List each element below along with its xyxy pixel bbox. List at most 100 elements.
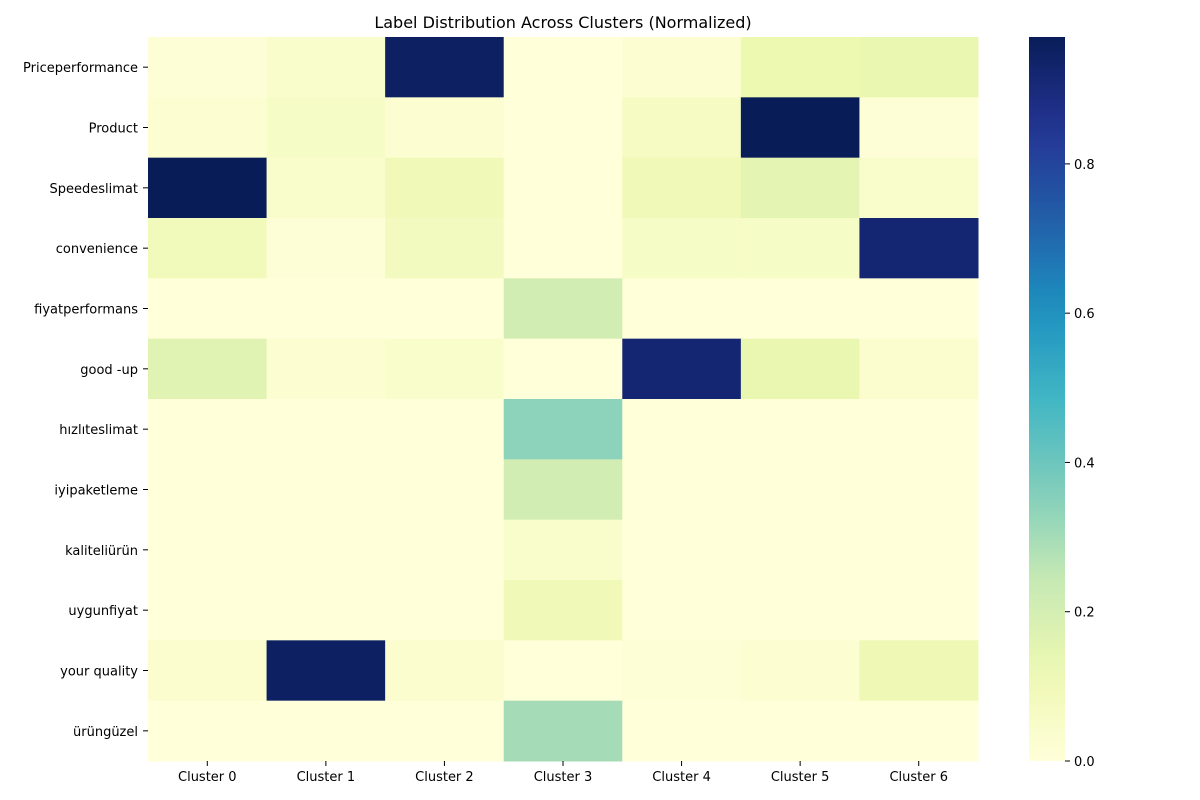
heatmap-cell bbox=[859, 37, 979, 98]
colorbar-tick-label: 0.0 bbox=[1074, 755, 1095, 770]
heatmap-cell bbox=[385, 278, 505, 340]
heatmap-cell bbox=[740, 640, 860, 702]
row-labels: Priceperformance Product Speedeslimat conve… bbox=[23, 61, 148, 740]
heatmap-cell bbox=[859, 338, 979, 400]
heatmap-cell bbox=[385, 700, 505, 762]
heatmap-cell bbox=[385, 399, 505, 460]
heatmap-cell bbox=[266, 97, 386, 159]
column-label: Cluster 1 bbox=[297, 770, 356, 785]
heatmap-cell bbox=[503, 700, 623, 762]
heatmap-cell bbox=[385, 157, 505, 219]
column-label: Cluster 2 bbox=[415, 770, 474, 785]
heatmap-cell bbox=[148, 338, 268, 400]
heatmap-cell bbox=[859, 580, 979, 641]
heatmap-cell bbox=[622, 640, 742, 702]
heatmap-cell bbox=[740, 37, 860, 98]
colorbar-gradient bbox=[1029, 37, 1065, 761]
chart-title: Label Distribution Across Clusters (Norm… bbox=[374, 13, 751, 32]
heatmap-cell bbox=[266, 399, 386, 460]
heatmap-cell bbox=[859, 278, 979, 340]
row-label: uygunfiyat bbox=[68, 604, 138, 619]
heatmap-cell bbox=[740, 459, 860, 521]
row-label: hızlıteslimat bbox=[59, 423, 138, 438]
colorbar: 0.0 0.2 0.4 0.6 0.8 bbox=[1029, 37, 1095, 770]
heatmap-cell bbox=[148, 700, 268, 762]
heatmap-cell bbox=[148, 278, 268, 340]
heatmap-cell bbox=[266, 459, 386, 521]
heatmap-cell bbox=[385, 519, 505, 581]
heatmap-cell bbox=[266, 278, 386, 340]
heatmap-cell bbox=[503, 519, 623, 581]
heatmap-cell bbox=[266, 580, 386, 641]
heatmap-cell bbox=[385, 218, 505, 279]
heatmap-cell bbox=[622, 278, 742, 340]
heatmap-cell bbox=[859, 157, 979, 219]
heatmap-cell bbox=[385, 459, 505, 521]
heatmap-cell bbox=[622, 399, 742, 460]
row-label: Speedeslimat bbox=[50, 182, 138, 197]
heatmap-cell bbox=[740, 338, 860, 400]
heatmap-cell bbox=[503, 97, 623, 159]
heatmap-cell bbox=[148, 157, 268, 219]
heatmap-cell bbox=[266, 640, 386, 702]
heatmap-cell bbox=[622, 37, 742, 98]
heatmap-cell bbox=[740, 519, 860, 581]
heatmap-cell bbox=[740, 700, 860, 762]
row-label: kaliteliürün bbox=[65, 544, 138, 559]
column-label: Cluster 6 bbox=[889, 770, 948, 785]
heatmap-cell bbox=[859, 700, 979, 762]
heatmap-cell bbox=[266, 700, 386, 762]
heatmap-cell bbox=[740, 278, 860, 340]
column-label: Cluster 4 bbox=[652, 770, 711, 785]
column-label: Cluster 0 bbox=[178, 770, 237, 785]
colorbar-tick-label: 0.4 bbox=[1074, 456, 1095, 471]
heatmap-cell bbox=[503, 338, 623, 400]
heatmap-cell bbox=[385, 338, 505, 400]
heatmap-cell bbox=[503, 580, 623, 641]
heatmap-cell bbox=[148, 580, 268, 641]
row-label: convenience bbox=[56, 242, 138, 257]
heatmap-cell bbox=[385, 37, 505, 98]
heatmap-cell bbox=[859, 97, 979, 159]
heatmap-cell bbox=[503, 278, 623, 340]
heatmap-cell bbox=[385, 97, 505, 159]
heatmap-cell bbox=[622, 338, 742, 400]
heatmap-cell bbox=[266, 157, 386, 219]
heatmap-cell bbox=[740, 97, 860, 159]
heatmap-cell bbox=[503, 157, 623, 219]
heatmap-cell bbox=[622, 580, 742, 641]
heatmap-cell bbox=[266, 519, 386, 581]
column-label: Cluster 3 bbox=[534, 770, 593, 785]
heatmap-cell bbox=[385, 640, 505, 702]
heatmap-cell bbox=[266, 338, 386, 400]
heatmap-cell bbox=[503, 37, 623, 98]
heatmap-cell bbox=[148, 218, 268, 279]
row-label: iyipaketleme bbox=[54, 484, 138, 499]
heatmap-cell bbox=[148, 459, 268, 521]
colorbar-tick-label: 0.8 bbox=[1074, 158, 1095, 173]
heatmap-cell bbox=[385, 580, 505, 641]
column-label: Cluster 5 bbox=[771, 770, 830, 785]
column-labels: Cluster 0 Cluster 1 Cluster 2 Cluster 3 Clus… bbox=[178, 761, 948, 785]
heatmap-cell bbox=[859, 218, 979, 279]
heatmap-cell bbox=[148, 97, 268, 159]
heatmap-cell bbox=[266, 37, 386, 98]
heatmap-cell bbox=[622, 97, 742, 159]
heatmap-cell bbox=[859, 459, 979, 521]
row-label: Priceperformance bbox=[23, 61, 138, 76]
heatmap-cell bbox=[859, 519, 979, 581]
heatmap-cell bbox=[503, 640, 623, 702]
heatmap-cell bbox=[148, 37, 268, 98]
heatmap-cell bbox=[148, 519, 268, 581]
heatmap-cell bbox=[740, 580, 860, 641]
colorbar-tick-label: 0.6 bbox=[1074, 307, 1095, 322]
heatmap-cell bbox=[859, 640, 979, 702]
heatmap-cell bbox=[622, 459, 742, 521]
heatmap-cell bbox=[740, 399, 860, 460]
heatmap-cell bbox=[622, 700, 742, 762]
colorbar-tick-label: 0.2 bbox=[1074, 606, 1095, 621]
row-label: your quality bbox=[60, 665, 138, 680]
heatmap-cell bbox=[503, 218, 623, 279]
heatmap-cell bbox=[622, 157, 742, 219]
row-label: good -up bbox=[80, 363, 138, 378]
